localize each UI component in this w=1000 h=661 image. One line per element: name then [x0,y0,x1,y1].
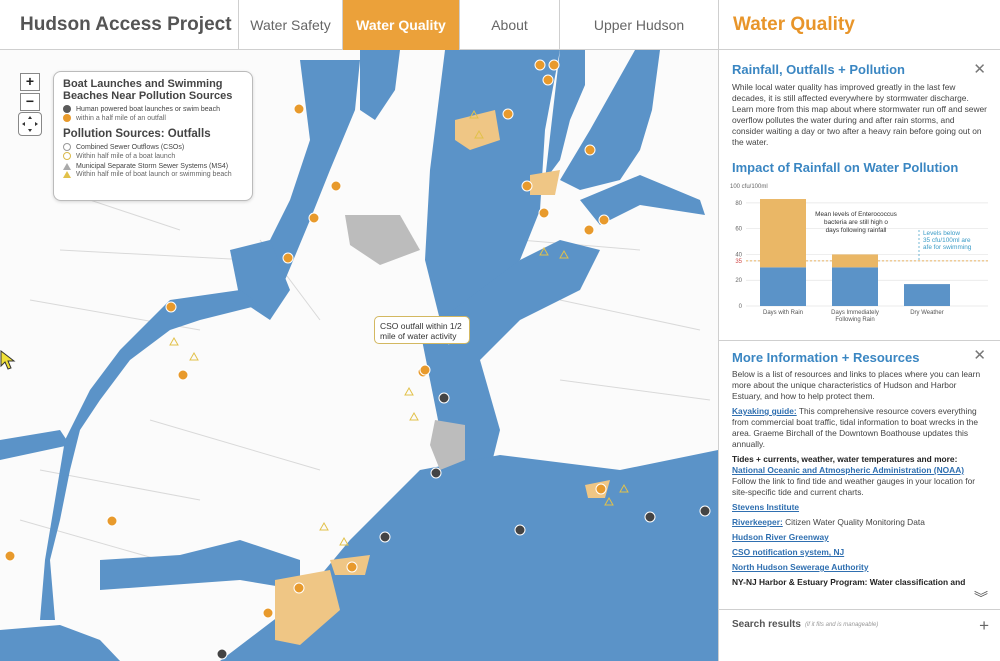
panel-title: Water Quality [719,0,1000,50]
legend-label: Municipal Separate Storm Sewer Systems (… [76,163,229,170]
plus-icon[interactable]: + [979,616,989,635]
map-graphic [0,50,718,661]
legend-label: Within half mile of boat launch or swimm… [76,171,232,178]
section-heading: Rainfall, Outfalls + Pollution [732,62,905,77]
list-item: Stevens Institute [732,502,988,513]
list-item: Tides + currents, weather, water tempera… [732,454,988,498]
pan-button[interactable] [18,112,42,136]
y-tick-label: 40 [735,252,742,258]
x-tick-label: Following Rain [835,317,874,323]
chart-annotation: 35 cfu/100ml are [923,237,971,244]
nhsa-link[interactable]: North Hudson Sewerage Authority [732,562,869,572]
y-tick-label: 60 [735,227,742,233]
divider [719,340,1000,341]
tab-water-safety[interactable]: Water Safety [239,0,343,50]
riverkeeper-link[interactable]: Riverkeeper: [732,517,783,527]
legend-row-near-outfall: within a half mile of an outfall [63,114,243,122]
zoom-in-button[interactable]: + [20,73,40,91]
legend-label: Human powered boat launches or swim beac… [76,105,220,113]
yellow-triangle-icon [63,171,71,178]
chevron-down-icon[interactable]: ︾ [974,590,988,606]
list-item: Hudson River Greenway [732,532,988,543]
gray-dot-icon [63,105,71,113]
legend-row-cso-near: Within half mile of a boat launch [63,152,243,160]
chart-ylabel: 100 cfu/100ml [730,184,768,190]
x-tick-label: Days with Rain [763,310,803,316]
noaa-link[interactable]: National Oceanic and Atmospheric Adminis… [732,465,965,475]
list-item: Riverkeeper: Citizen Water Quality Monit… [732,517,988,528]
search-results-label: Search results [732,619,801,630]
section-impact: Impact of Rainfall on Water Pollution [719,160,1000,175]
greenway-link[interactable]: Hudson River Greenway [732,532,829,542]
cso-notification-link[interactable]: CSO notification system, NJ [732,547,845,557]
tab-about[interactable]: About [460,0,560,50]
site-title[interactable]: Hudson Access Project [0,0,239,50]
side-panel: Water Quality Rainfall, Outfalls + Pollu… [718,0,1000,661]
list-item: Kayaking guide: This comprehensive resou… [732,406,988,450]
resource-desc: Follow the link to find tide and weather… [732,476,976,497]
orange-dot-icon [63,114,71,122]
legend-row-launch: Human powered boat launches or swim beac… [63,105,243,113]
legend-row-cso: Combined Sewer Outflows (CSOs) [63,143,243,151]
section-resources: More Information + Resources Below is a … [719,350,1000,588]
resource-desc: This comprehensive resource covers every… [732,406,979,449]
section-heading: Impact of Rainfall on Water Pollution [732,160,959,175]
legend-row-ms4: Municipal Separate Storm Sewer Systems (… [63,163,243,170]
resources-intro: Below is a list of resources and links t… [732,369,981,401]
top-nav: Hudson Access Project Water Safety Water… [0,0,718,50]
chart-annotation: Levels below [923,230,960,237]
tides-heading: Tides + currents, weather, water tempera… [732,454,958,464]
legend-row-ms4-near: Within half mile of boat launch or swimm… [63,171,243,178]
legend-label: Within half mile of a boat launch [76,152,176,160]
y-tick-label: 35 [735,259,742,265]
y-tick-label: 80 [735,201,742,207]
chart-annotation: afe for swimming [923,244,972,251]
search-results-hint: (if it fits and is manageable) [804,621,879,628]
list-item: North Hudson Sewerage Authority [732,562,988,573]
zoom-control: + − [20,73,40,111]
section-rainfall: Rainfall, Outfalls + Pollution While loc… [719,62,1000,148]
cursor-icon [0,350,16,370]
resource-desc: Citizen Water Quality Monitoring Data [782,517,925,527]
chart-annotation: Mean levels of Enterococcus [815,211,897,218]
move-arrows-icon [22,116,38,132]
close-icon[interactable]: ✕ [973,61,986,78]
kayak-guide-link[interactable]: Kayaking guide: [732,406,797,416]
yellow-ring-icon [63,152,71,160]
search-results-bar[interactable]: Search results (if it fits and is manage… [719,609,1000,639]
tab-upper-hudson[interactable]: Upper Hudson [593,17,685,33]
legend-section-title: Pollution Sources: Outfalls [63,128,211,140]
legend-title: Boat Launches and Swimming Beaches Near … [63,78,233,102]
list-item: NY-NJ Harbor & Estuary Program: Water cl… [732,577,966,587]
map-legend: Boat Launches and Swimming Beaches Near … [53,71,253,201]
x-tick-label: Dry Weather [910,310,944,316]
chart-annotation: days following rainfall [826,227,887,234]
section-heading: More Information + Resources [732,350,920,365]
map-canvas[interactable]: + − Boat Launches and Swimming Beaches N… [0,50,718,661]
triangle-icon [63,163,71,170]
y-tick-label: 20 [735,278,742,284]
bar [832,254,878,268]
list-item: CSO notification system, NJ [732,547,988,558]
stevens-link[interactable]: Stevens Institute [732,502,800,512]
bar [760,199,806,268]
y-tick-label: 0 [739,304,743,310]
map-tooltip: CSO outfall within 1/2 mile of water act… [374,316,470,344]
legend-label: Combined Sewer Outflows (CSOs) [76,143,185,151]
chart-annotation: bacteria are still high o [824,219,888,226]
bar [760,267,806,306]
zoom-out-button[interactable]: − [20,93,40,111]
bar [832,267,878,306]
close-icon[interactable]: ✕ [973,347,986,364]
bar [904,284,950,306]
section-body: While local water quality has improved g… [732,82,987,147]
x-tick-label: Days Immediately [831,310,879,316]
tab-water-quality[interactable]: Water Quality [343,0,460,50]
legend-label: within a half mile of an outfall [76,114,166,122]
ring-icon [63,143,71,151]
